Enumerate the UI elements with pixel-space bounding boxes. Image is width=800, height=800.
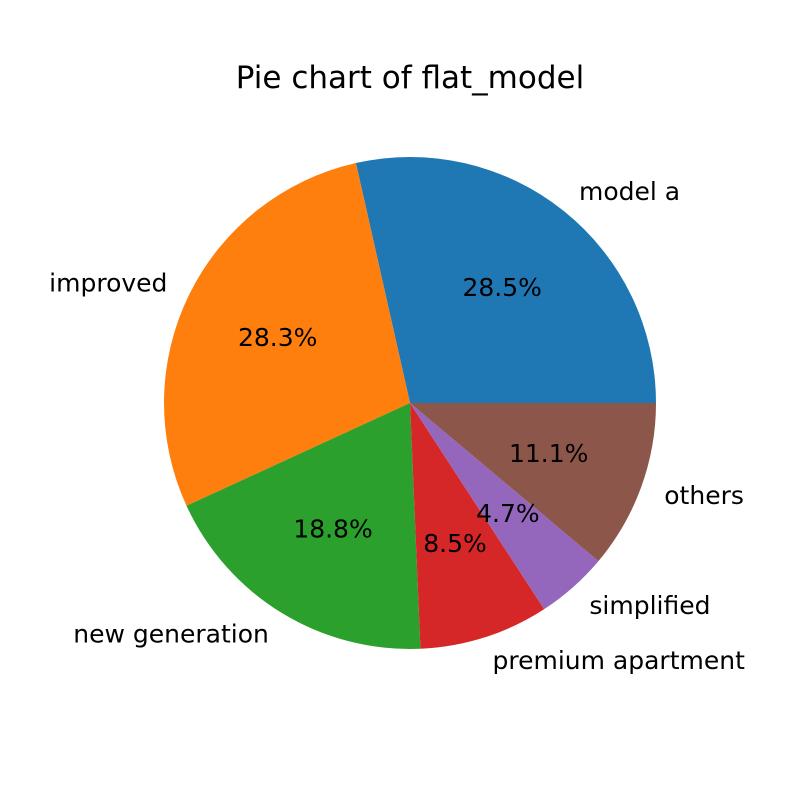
- category-label-premium-apartment: premium apartment: [492, 646, 745, 675]
- category-label-simplified: simplified: [589, 591, 710, 620]
- pie-slice-premium-apartment: [410, 403, 545, 649]
- category-label-improved: improved: [49, 269, 167, 298]
- pie-slice-model-a: [355, 157, 656, 403]
- percent-label-improved: 28.3%: [238, 323, 317, 352]
- category-label-new-generation: new generation: [73, 619, 269, 648]
- percent-labels: 28.5% 28.3% 18.8% 8.5%4.7% 11.1%: [238, 273, 588, 558]
- category-label-others: others: [664, 481, 744, 510]
- category-labels: model a improved new generation premium apa…: [49, 177, 745, 675]
- category-label-model-a: model a: [579, 177, 680, 206]
- percent-label-premium-apartment: 8.5%: [423, 529, 487, 558]
- pie-slice-others: [410, 403, 656, 562]
- pie-slices: [164, 157, 656, 649]
- percent-label-model-a: 28.5%: [462, 273, 541, 302]
- pie-slice-new-generation: [186, 403, 421, 649]
- percent-label-simplified: 4.7%: [476, 499, 540, 528]
- percent-label-new-generation: 18.8%: [293, 514, 372, 543]
- percent-label-others: 11.1%: [509, 439, 588, 468]
- pie-slice-improved: [164, 163, 410, 506]
- pie-slice-simplified: [410, 403, 599, 610]
- chart-title: Pie chart of flat_model: [236, 60, 584, 96]
